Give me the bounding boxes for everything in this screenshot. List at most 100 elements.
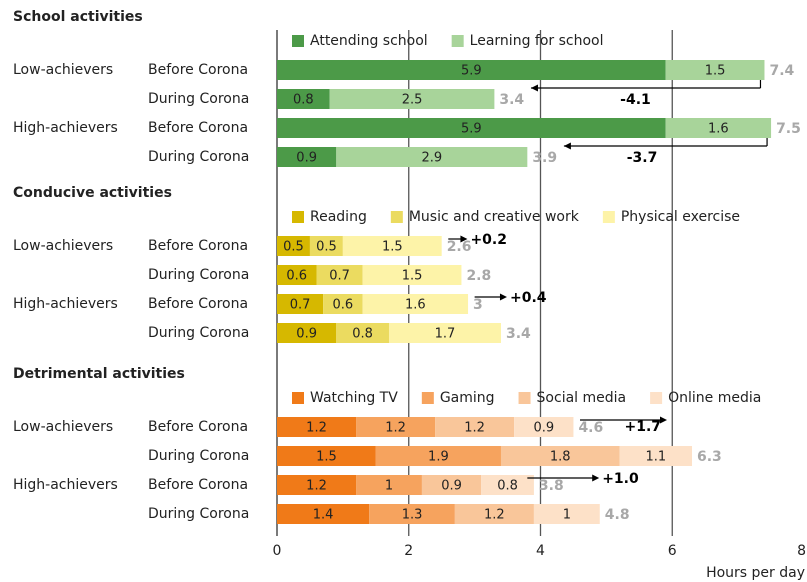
bar-segment	[277, 417, 357, 437]
x-tick-label: 0	[273, 543, 282, 559]
x-tick-label: 8	[797, 543, 806, 559]
segment-label: 1.2	[306, 479, 327, 494]
row-label: Before Corona	[148, 120, 248, 136]
segment-label: 1.5	[382, 240, 403, 255]
bar-segment	[421, 475, 482, 495]
bar-segment	[514, 417, 574, 437]
change-label: +1.7	[624, 419, 661, 435]
x-axis-label: Hours per day	[706, 565, 805, 581]
group-label: Low-achievers	[13, 238, 113, 254]
segment-label: 0.9	[296, 151, 317, 166]
total-label: 3.4	[506, 326, 531, 342]
segment-label: 2.5	[402, 93, 423, 108]
bar-segment	[277, 147, 337, 167]
row-label: During Corona	[148, 149, 249, 165]
panel-title: Detrimental activities	[13, 366, 185, 382]
row-label: During Corona	[148, 506, 249, 522]
bar-segment	[277, 475, 357, 495]
total-label: 4.8	[605, 507, 630, 523]
segment-label: 0.7	[329, 269, 350, 284]
bar-segment	[323, 294, 363, 314]
group-label: Low-achievers	[13, 62, 113, 78]
segment-label: 2.9	[421, 151, 442, 166]
segment-label: 0.6	[333, 298, 354, 313]
bar-segment	[369, 504, 455, 524]
arrow-head	[460, 235, 468, 243]
legend-swatch	[292, 392, 304, 404]
bar-segment	[329, 89, 495, 109]
change-label: -4.1	[620, 92, 651, 108]
row-label: Before Corona	[148, 477, 248, 493]
bar-segment	[619, 446, 693, 466]
segment-label: 0.5	[283, 240, 304, 255]
x-tick-label: 6	[668, 543, 677, 559]
row-label: Before Corona	[148, 419, 248, 435]
segment-label: 5.9	[461, 122, 482, 137]
total-label: 6.3	[697, 449, 722, 465]
bar-segment	[375, 446, 501, 466]
segment-label: 1.7	[435, 327, 456, 342]
row-label: Before Corona	[148, 238, 248, 254]
total-label: 3.4	[499, 92, 524, 108]
legend-label: Gaming	[440, 390, 495, 406]
change-label: +1.0	[602, 471, 639, 487]
total-label: 3	[473, 297, 483, 313]
bar-segment	[336, 147, 528, 167]
segment-label: 0.8	[497, 479, 518, 494]
total-label: 3.9	[532, 150, 557, 166]
bar-segment	[454, 504, 534, 524]
segment-label: 0.6	[286, 269, 307, 284]
total-label: 7.4	[769, 63, 794, 79]
bar-segment	[342, 236, 442, 256]
bar-segment	[277, 89, 330, 109]
segment-label: 0.9	[441, 479, 462, 494]
arrow-head	[530, 84, 538, 92]
segment-label: 1.2	[385, 421, 406, 436]
row-label: Before Corona	[148, 296, 248, 312]
x-tick-label: 4	[536, 543, 545, 559]
segment-label: 1.4	[313, 508, 334, 523]
segment-label: 0.9	[296, 327, 317, 342]
legend-label: Social media	[537, 390, 627, 406]
segment-label: 1.6	[708, 122, 729, 137]
legend-label: Reading	[310, 209, 367, 225]
legend-label: Online media	[668, 390, 761, 406]
row-label: During Corona	[148, 448, 249, 464]
legend-swatch	[518, 392, 531, 404]
change-label: -3.7	[627, 150, 658, 166]
bar-segment	[336, 323, 389, 343]
bar-segment	[277, 504, 370, 524]
bar-segment	[356, 475, 422, 495]
segment-label: 1.2	[306, 421, 327, 436]
bar-segment	[500, 446, 620, 466]
bar-segment	[665, 118, 772, 138]
segment-label: 0.7	[290, 298, 311, 313]
row-label: Before Corona	[148, 62, 248, 78]
bar-segment	[356, 417, 436, 437]
segment-label: 0.5	[316, 240, 337, 255]
bar-segment	[533, 504, 600, 524]
segment-label: 5.9	[461, 64, 482, 79]
bar-segment	[277, 294, 324, 314]
arrow-head	[499, 293, 507, 301]
legend-swatch	[292, 211, 304, 223]
bar-segment	[277, 118, 666, 138]
segment-label: 1	[563, 508, 571, 523]
segment-label: 1.3	[402, 508, 423, 523]
segment-label: 1.2	[464, 421, 485, 436]
bar-segment	[362, 294, 469, 314]
row-label: During Corona	[148, 91, 249, 107]
segment-label: 0.9	[533, 421, 554, 436]
bar-segment	[277, 60, 666, 80]
legend-swatch	[292, 35, 304, 47]
bar-segment	[277, 265, 317, 285]
segment-label: 1.2	[484, 508, 505, 523]
legend-label: Learning for school	[470, 33, 604, 49]
panel-title: Conducive activities	[13, 185, 172, 201]
legend-swatch	[650, 392, 663, 404]
change-label: +0.4	[510, 290, 547, 306]
segment-label: 0.8	[293, 93, 314, 108]
bar-segment	[277, 446, 376, 466]
segment-label: 1	[385, 479, 393, 494]
